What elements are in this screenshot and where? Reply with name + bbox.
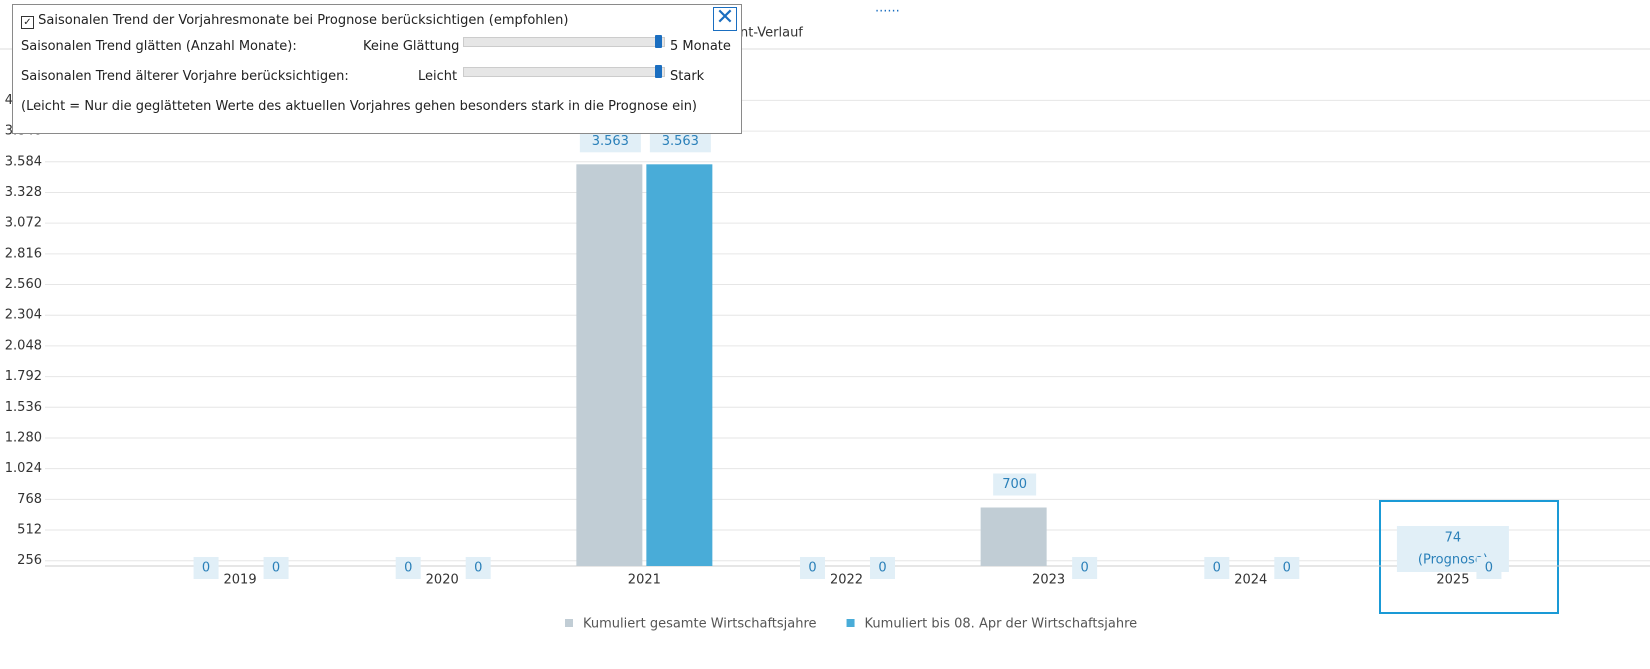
- legend-swatch: [846, 619, 855, 627]
- bar: [980, 507, 1047, 566]
- value-label: 3.563: [592, 134, 629, 149]
- y-tick-label: 1.280: [5, 430, 42, 445]
- smooth-min: Keine Glättung: [363, 39, 460, 54]
- value-label-bg: [870, 557, 895, 579]
- y-tick-label: 1.792: [5, 369, 42, 384]
- value-label: 700: [1002, 477, 1027, 492]
- y-tick-label: 512: [17, 523, 42, 538]
- legend-label: Kumuliert gesamte Wirtschaftsjahre: [583, 617, 817, 632]
- value-label-bg: [193, 557, 219, 579]
- bar: [646, 164, 713, 566]
- tab-text[interactable]: nt-Verlauf: [740, 26, 803, 41]
- value-label: 0: [1485, 561, 1493, 576]
- smooth-max: 5 Monate: [670, 39, 731, 54]
- x-tick-label: 2025: [1436, 573, 1469, 588]
- y-tick-label: 2.816: [5, 246, 42, 261]
- dots: ......: [875, 1, 900, 16]
- value-label-bg: [649, 130, 711, 153]
- value-label-bg: [1072, 557, 1098, 579]
- checkbox-row[interactable]: ✓ Saisonalen Trend der Vorjahresmonate b…: [21, 13, 568, 29]
- value-label: 3.563: [662, 134, 699, 149]
- x-tick-label: 2022: [830, 573, 863, 588]
- close-button[interactable]: ✕: [713, 7, 737, 31]
- value-label-bg: [800, 557, 825, 579]
- older-slider[interactable]: [463, 67, 665, 77]
- y-tick-label: 3.072: [5, 216, 42, 231]
- settings-popup: ✓ Saisonalen Trend der Vorjahresmonate b…: [12, 4, 742, 134]
- y-tick-label: 768: [17, 492, 42, 507]
- y-tick-label: 1.536: [5, 400, 42, 415]
- smooth-slider[interactable]: [463, 37, 665, 47]
- highlight-box: [1379, 500, 1559, 614]
- y-tick-label: 2.304: [5, 308, 42, 323]
- smooth-thumb[interactable]: [655, 35, 662, 48]
- value-label-bg: [1476, 557, 1502, 579]
- smooth-label: Saisonalen Trend glätten (Anzahl Monate)…: [21, 39, 297, 54]
- y-tick-label: 2.048: [5, 338, 42, 353]
- y-tick-label: 3.328: [5, 185, 42, 200]
- value-label: 0: [202, 561, 210, 576]
- y-tick-label: 3.584: [5, 154, 42, 169]
- y-tick-label: 256: [17, 553, 42, 568]
- older-thumb[interactable]: [655, 65, 662, 78]
- value-label-bg: [395, 557, 421, 579]
- value-label: 0: [272, 561, 280, 576]
- bar: [576, 164, 643, 566]
- note: (Leicht = Nur die geglätteten Werte des …: [21, 99, 697, 114]
- value-label: 0: [878, 561, 886, 576]
- legend-label: Kumuliert bis 08. Apr der Wirtschaftsjah…: [865, 617, 1138, 632]
- value-label: 0: [1213, 561, 1221, 576]
- x-tick-label: 2023: [1032, 573, 1065, 588]
- value-label: 74: [1445, 531, 1462, 546]
- older-label: Saisonalen Trend älterer Vorjahre berück…: [21, 69, 349, 84]
- legend-swatch: [565, 619, 573, 627]
- x-tick-label: 2020: [426, 573, 459, 588]
- value-label: 0: [1081, 561, 1089, 576]
- x-tick-label: 2019: [224, 573, 257, 588]
- y-tick-label: 1.024: [5, 461, 42, 476]
- x-tick-label: 2024: [1234, 573, 1267, 588]
- value-label: 0: [1283, 561, 1291, 576]
- value-label-bg: [1274, 557, 1300, 579]
- older-min: Leicht: [418, 69, 458, 84]
- value-label-bg: [465, 557, 491, 579]
- value-label: 0: [808, 561, 816, 576]
- y-tick-label: 2.560: [5, 277, 42, 292]
- x-tick-label: 2021: [628, 573, 661, 588]
- value-label-bg: [579, 130, 641, 153]
- value-label: 0: [404, 561, 412, 576]
- value-label-bg: [263, 557, 289, 579]
- checkbox-label: Saisonalen Trend der Vorjahresmonate bei…: [38, 13, 569, 28]
- older-max: Stark: [670, 69, 705, 84]
- value-label-bg: [993, 473, 1037, 496]
- value-label-bg: [1204, 557, 1230, 579]
- forecast-note: (Prognose): [1418, 553, 1488, 568]
- value-label: 0: [474, 561, 482, 576]
